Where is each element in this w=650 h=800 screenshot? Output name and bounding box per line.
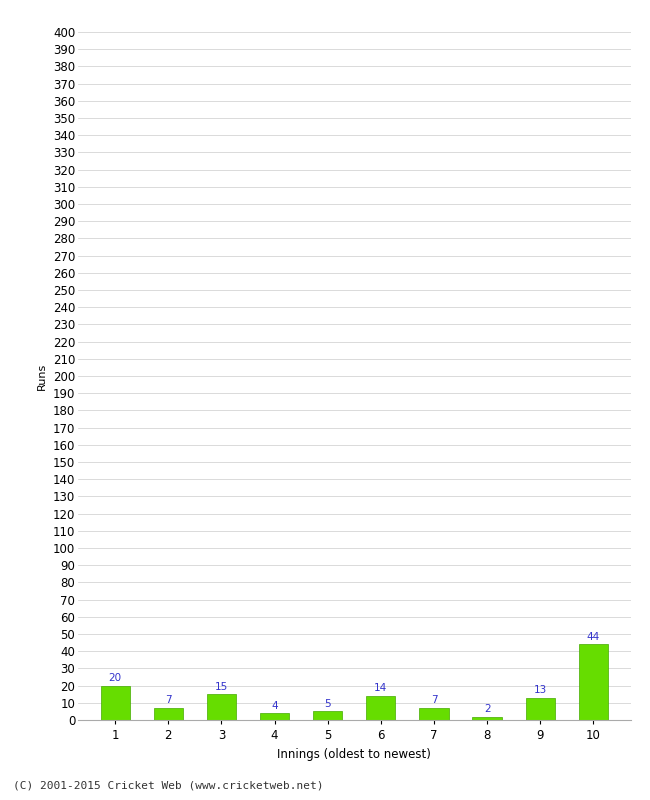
- Bar: [578, 644, 608, 720]
- Text: 14: 14: [374, 683, 387, 694]
- Text: 20: 20: [109, 673, 122, 683]
- Text: 15: 15: [214, 682, 228, 692]
- Text: (C) 2001-2015 Cricket Web (www.cricketweb.net): (C) 2001-2015 Cricket Web (www.cricketwe…: [13, 781, 324, 790]
- Bar: [101, 686, 130, 720]
- Text: 5: 5: [324, 699, 331, 709]
- Text: 13: 13: [534, 685, 547, 695]
- Bar: [526, 698, 555, 720]
- Text: 44: 44: [587, 632, 600, 642]
- Text: 7: 7: [165, 695, 172, 706]
- Text: 2: 2: [484, 704, 490, 714]
- Bar: [313, 711, 343, 720]
- Y-axis label: Runs: Runs: [37, 362, 47, 390]
- Bar: [366, 696, 395, 720]
- Bar: [153, 708, 183, 720]
- Text: 4: 4: [271, 701, 278, 710]
- Bar: [419, 708, 448, 720]
- Text: 7: 7: [431, 695, 437, 706]
- X-axis label: Innings (oldest to newest): Innings (oldest to newest): [278, 747, 431, 761]
- Bar: [473, 717, 502, 720]
- Bar: [260, 713, 289, 720]
- Bar: [207, 694, 236, 720]
